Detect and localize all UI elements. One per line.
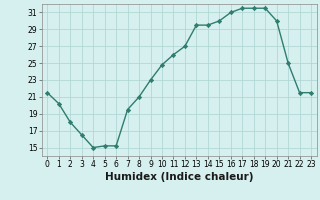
X-axis label: Humidex (Indice chaleur): Humidex (Indice chaleur) [105,172,253,182]
